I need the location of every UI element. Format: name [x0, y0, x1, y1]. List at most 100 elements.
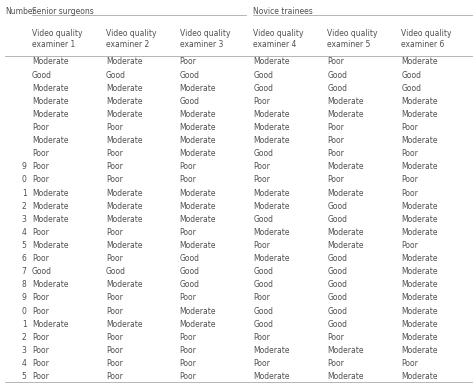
Text: Poor: Poor — [253, 333, 270, 342]
Text: Moderate: Moderate — [327, 110, 363, 119]
Text: Video quality
examiner 6: Video quality examiner 6 — [400, 29, 451, 49]
Text: Poor: Poor — [179, 228, 196, 237]
Text: Moderate: Moderate — [32, 281, 68, 289]
Text: Poor: Poor — [32, 254, 49, 263]
Text: 0: 0 — [22, 307, 27, 315]
Text: Moderate: Moderate — [327, 241, 363, 250]
Text: 6: 6 — [22, 254, 27, 263]
Text: Video quality
examiner 4: Video quality examiner 4 — [253, 29, 303, 49]
Text: Poor: Poor — [400, 189, 417, 197]
Text: Poor: Poor — [327, 175, 344, 184]
Text: Moderate: Moderate — [106, 241, 142, 250]
Text: Poor: Poor — [32, 123, 49, 132]
Text: Moderate: Moderate — [253, 228, 289, 237]
Text: Poor: Poor — [179, 175, 196, 184]
Text: Moderate: Moderate — [106, 202, 142, 211]
Text: Moderate: Moderate — [106, 189, 142, 197]
Text: Moderate: Moderate — [106, 320, 142, 329]
Text: Moderate: Moderate — [400, 162, 437, 171]
Text: Poor: Poor — [106, 307, 122, 315]
Text: Moderate: Moderate — [253, 372, 289, 381]
Text: Poor: Poor — [32, 333, 49, 342]
Text: 8: 8 — [22, 281, 27, 289]
Text: Poor: Poor — [32, 149, 49, 158]
Text: Moderate: Moderate — [400, 110, 437, 119]
Text: Good: Good — [179, 281, 199, 289]
Text: Good: Good — [327, 254, 347, 263]
Text: 4: 4 — [22, 359, 27, 368]
Text: Moderate: Moderate — [32, 97, 68, 106]
Text: Poor: Poor — [179, 293, 196, 303]
Text: Good: Good — [253, 149, 273, 158]
Text: Poor: Poor — [32, 228, 49, 237]
Text: Poor: Poor — [400, 123, 417, 132]
Text: Good: Good — [327, 320, 347, 329]
Text: Poor: Poor — [106, 333, 122, 342]
Text: Moderate: Moderate — [106, 57, 142, 66]
Text: Good: Good — [327, 281, 347, 289]
Text: Moderate: Moderate — [179, 215, 216, 224]
Text: Moderate: Moderate — [106, 136, 142, 145]
Text: Moderate: Moderate — [400, 307, 437, 315]
Text: Moderate: Moderate — [179, 136, 216, 145]
Text: Moderate: Moderate — [400, 136, 437, 145]
Text: Good: Good — [253, 281, 273, 289]
Text: Moderate: Moderate — [253, 136, 289, 145]
Text: Moderate: Moderate — [400, 372, 437, 381]
Text: Good: Good — [253, 267, 273, 276]
Text: Poor: Poor — [327, 149, 344, 158]
Text: Good: Good — [179, 71, 199, 80]
Text: Good: Good — [400, 71, 420, 80]
Text: Moderate: Moderate — [400, 254, 437, 263]
Text: Moderate: Moderate — [253, 346, 289, 355]
Text: 9: 9 — [22, 293, 27, 303]
Text: Good: Good — [327, 71, 347, 80]
Text: Good: Good — [253, 320, 273, 329]
Text: Good: Good — [327, 202, 347, 211]
Text: Moderate: Moderate — [106, 215, 142, 224]
Text: Poor: Poor — [179, 162, 196, 171]
Text: Moderate: Moderate — [327, 228, 363, 237]
Text: Moderate: Moderate — [179, 320, 216, 329]
Text: Good: Good — [32, 267, 52, 276]
Text: Moderate: Moderate — [253, 189, 289, 197]
Text: Moderate: Moderate — [400, 293, 437, 303]
Text: Moderate: Moderate — [327, 97, 363, 106]
Text: Poor: Poor — [327, 359, 344, 368]
Text: Moderate: Moderate — [400, 267, 437, 276]
Text: Poor: Poor — [106, 372, 122, 381]
Text: Poor: Poor — [400, 175, 417, 184]
Text: Moderate: Moderate — [327, 346, 363, 355]
Text: Good: Good — [253, 84, 273, 93]
Text: Moderate: Moderate — [32, 57, 68, 66]
Text: Poor: Poor — [106, 293, 122, 303]
Text: Poor: Poor — [400, 149, 417, 158]
Text: Number: Number — [6, 7, 36, 16]
Text: Poor: Poor — [400, 359, 417, 368]
Text: Poor: Poor — [106, 149, 122, 158]
Text: Good: Good — [32, 71, 52, 80]
Text: Moderate: Moderate — [400, 346, 437, 355]
Text: Good: Good — [253, 71, 273, 80]
Text: Moderate: Moderate — [106, 84, 142, 93]
Text: Moderate: Moderate — [400, 228, 437, 237]
Text: Moderate: Moderate — [179, 241, 216, 250]
Text: Good: Good — [327, 267, 347, 276]
Text: 0: 0 — [22, 175, 27, 184]
Text: Video quality
examiner 3: Video quality examiner 3 — [179, 29, 229, 49]
Text: Moderate: Moderate — [253, 254, 289, 263]
Text: Moderate: Moderate — [32, 320, 68, 329]
Text: Poor: Poor — [327, 136, 344, 145]
Text: Good: Good — [253, 215, 273, 224]
Text: Poor: Poor — [106, 175, 122, 184]
Text: Moderate: Moderate — [179, 84, 216, 93]
Text: Poor: Poor — [253, 241, 270, 250]
Text: Moderate: Moderate — [32, 189, 68, 197]
Text: 1: 1 — [22, 320, 27, 329]
Text: Poor: Poor — [400, 241, 417, 250]
Text: 3: 3 — [22, 346, 27, 355]
Text: Good: Good — [253, 307, 273, 315]
Text: Video quality
examiner 1: Video quality examiner 1 — [32, 29, 82, 49]
Text: Poor: Poor — [32, 162, 49, 171]
Text: 5: 5 — [22, 241, 27, 250]
